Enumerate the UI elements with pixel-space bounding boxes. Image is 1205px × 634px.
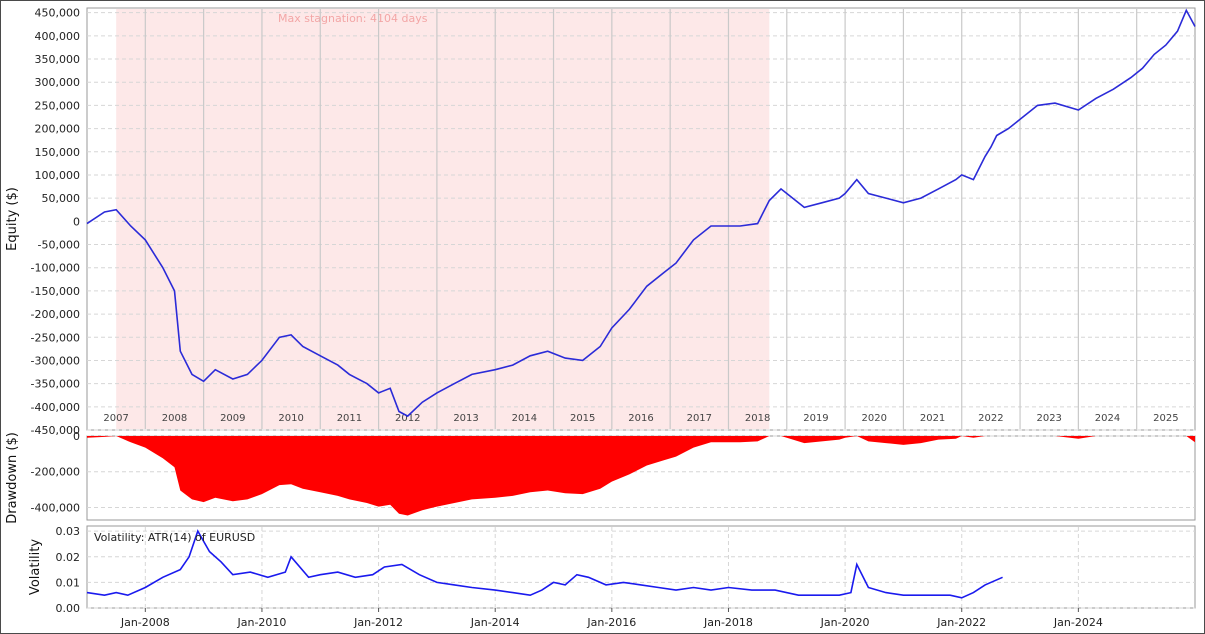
y-tick-label: -50,000 xyxy=(38,239,80,252)
year-label: 2011 xyxy=(337,413,362,424)
equity-panel: Max stagnation: 4104 days -450,000 -400,0… xyxy=(5,7,1196,437)
year-label: 2007 xyxy=(103,413,128,424)
x-tick-label: Jan-2018 xyxy=(703,616,753,629)
y-tick-label: -400,000 xyxy=(31,401,80,414)
year-label: 2021 xyxy=(920,413,945,424)
year-label: 2017 xyxy=(687,413,712,424)
equity-year-boundaries xyxy=(144,9,1138,429)
stagnation-label: Max stagnation: 4104 days xyxy=(278,12,428,25)
y-tick-label: -250,000 xyxy=(31,331,80,344)
equity-line xyxy=(86,8,1196,418)
volatility-plot-area xyxy=(86,525,1196,609)
x-tick-label: Jan-2016 xyxy=(586,616,636,629)
drawdown-area xyxy=(87,436,1195,516)
y-tick-label: 0 xyxy=(73,430,80,443)
y-tick-label: 300,000 xyxy=(35,76,81,89)
year-label: 2016 xyxy=(628,413,653,424)
x-tick-label: Jan-2014 xyxy=(470,616,520,629)
y-tick-label: 150,000 xyxy=(35,146,81,159)
drawdown-panel: 0 -200,000 -400,000 Drawdown ($) xyxy=(5,430,1196,524)
stagnation-region xyxy=(116,9,770,429)
drawdown-y-ticks: 0 -200,000 -400,000 xyxy=(31,430,80,514)
x-tick-label: Jan-2012 xyxy=(353,616,403,629)
y-tick-label: 450,000 xyxy=(35,7,81,20)
year-label: 2010 xyxy=(278,413,303,424)
year-label: 2024 xyxy=(1095,413,1120,424)
y-tick-label: -200,000 xyxy=(31,308,80,321)
x-tick-label: Jan-2008 xyxy=(120,616,170,629)
y-tick-label: -100,000 xyxy=(31,262,80,275)
volatility-line xyxy=(86,529,1003,599)
y-tick-label: 0.01 xyxy=(56,576,81,589)
y-tick-label: 200,000 xyxy=(35,123,81,136)
y-tick-label: 100,000 xyxy=(35,169,81,182)
y-tick-label: -350,000 xyxy=(31,378,80,391)
y-tick-label: 400,000 xyxy=(35,30,81,43)
year-label: 2009 xyxy=(220,413,245,424)
volatility-ylabel: Volatility xyxy=(28,539,43,595)
year-label: 2015 xyxy=(570,413,595,424)
y-tick-label: -150,000 xyxy=(31,285,80,298)
y-tick-label: 0.02 xyxy=(56,551,81,564)
year-label: 2013 xyxy=(453,413,478,424)
year-label: 2019 xyxy=(803,413,828,424)
year-label: 2014 xyxy=(512,413,537,424)
year-label: 2018 xyxy=(745,413,770,424)
x-tick-label: Jan-2022 xyxy=(936,616,986,629)
drawdown-ylabel: Drawdown ($) xyxy=(5,432,20,524)
year-label: 2023 xyxy=(1036,413,1061,424)
x-tick-label: Jan-2024 xyxy=(1053,616,1103,629)
volatility-y-ticks: 0.00 0.01 0.02 0.03 xyxy=(56,525,81,615)
equity-y-ticks: -450,000 -400,000 -350,000 -300,000 -250,000… xyxy=(31,7,80,437)
year-label: 2022 xyxy=(978,413,1003,424)
y-tick-label: 0.00 xyxy=(56,602,81,615)
y-tick-label: -450,000 xyxy=(31,424,80,437)
y-tick-label: 50,000 xyxy=(42,192,81,205)
year-label: 2008 xyxy=(162,413,187,424)
equity-year-labels: 2007 2008 2009 2010 2011 2012 2013 2014 2015 2016… xyxy=(103,413,1178,424)
equity-ylabel: Equity ($) xyxy=(5,187,20,251)
year-label: 2020 xyxy=(862,413,887,424)
volatility-title: Volatility: ATR(14) of EURUSD xyxy=(94,531,255,544)
year-label: 2012 xyxy=(395,413,420,424)
equity-gridlines xyxy=(87,12,1195,431)
y-tick-label: 0.03 xyxy=(56,525,81,538)
volatility-x-ticks: Jan-2008 Jan-2010 Jan-2012 Jan-2014 Jan-2016… xyxy=(120,608,1103,629)
x-tick-label: Jan-2010 xyxy=(236,616,286,629)
y-tick-label: -200,000 xyxy=(31,466,80,479)
y-tick-label: -300,000 xyxy=(31,354,80,367)
y-tick-label: 0 xyxy=(73,215,80,228)
y-tick-label: -400,000 xyxy=(31,501,80,514)
year-label: 2025 xyxy=(1153,413,1178,424)
y-tick-label: 350,000 xyxy=(35,53,81,66)
volatility-panel: 0.00 0.01 0.02 0.03 Jan-2008 Jan-2010 Jan-201… xyxy=(28,525,1196,629)
y-tick-label: 250,000 xyxy=(35,99,81,112)
x-tick-label: Jan-2020 xyxy=(820,616,870,629)
